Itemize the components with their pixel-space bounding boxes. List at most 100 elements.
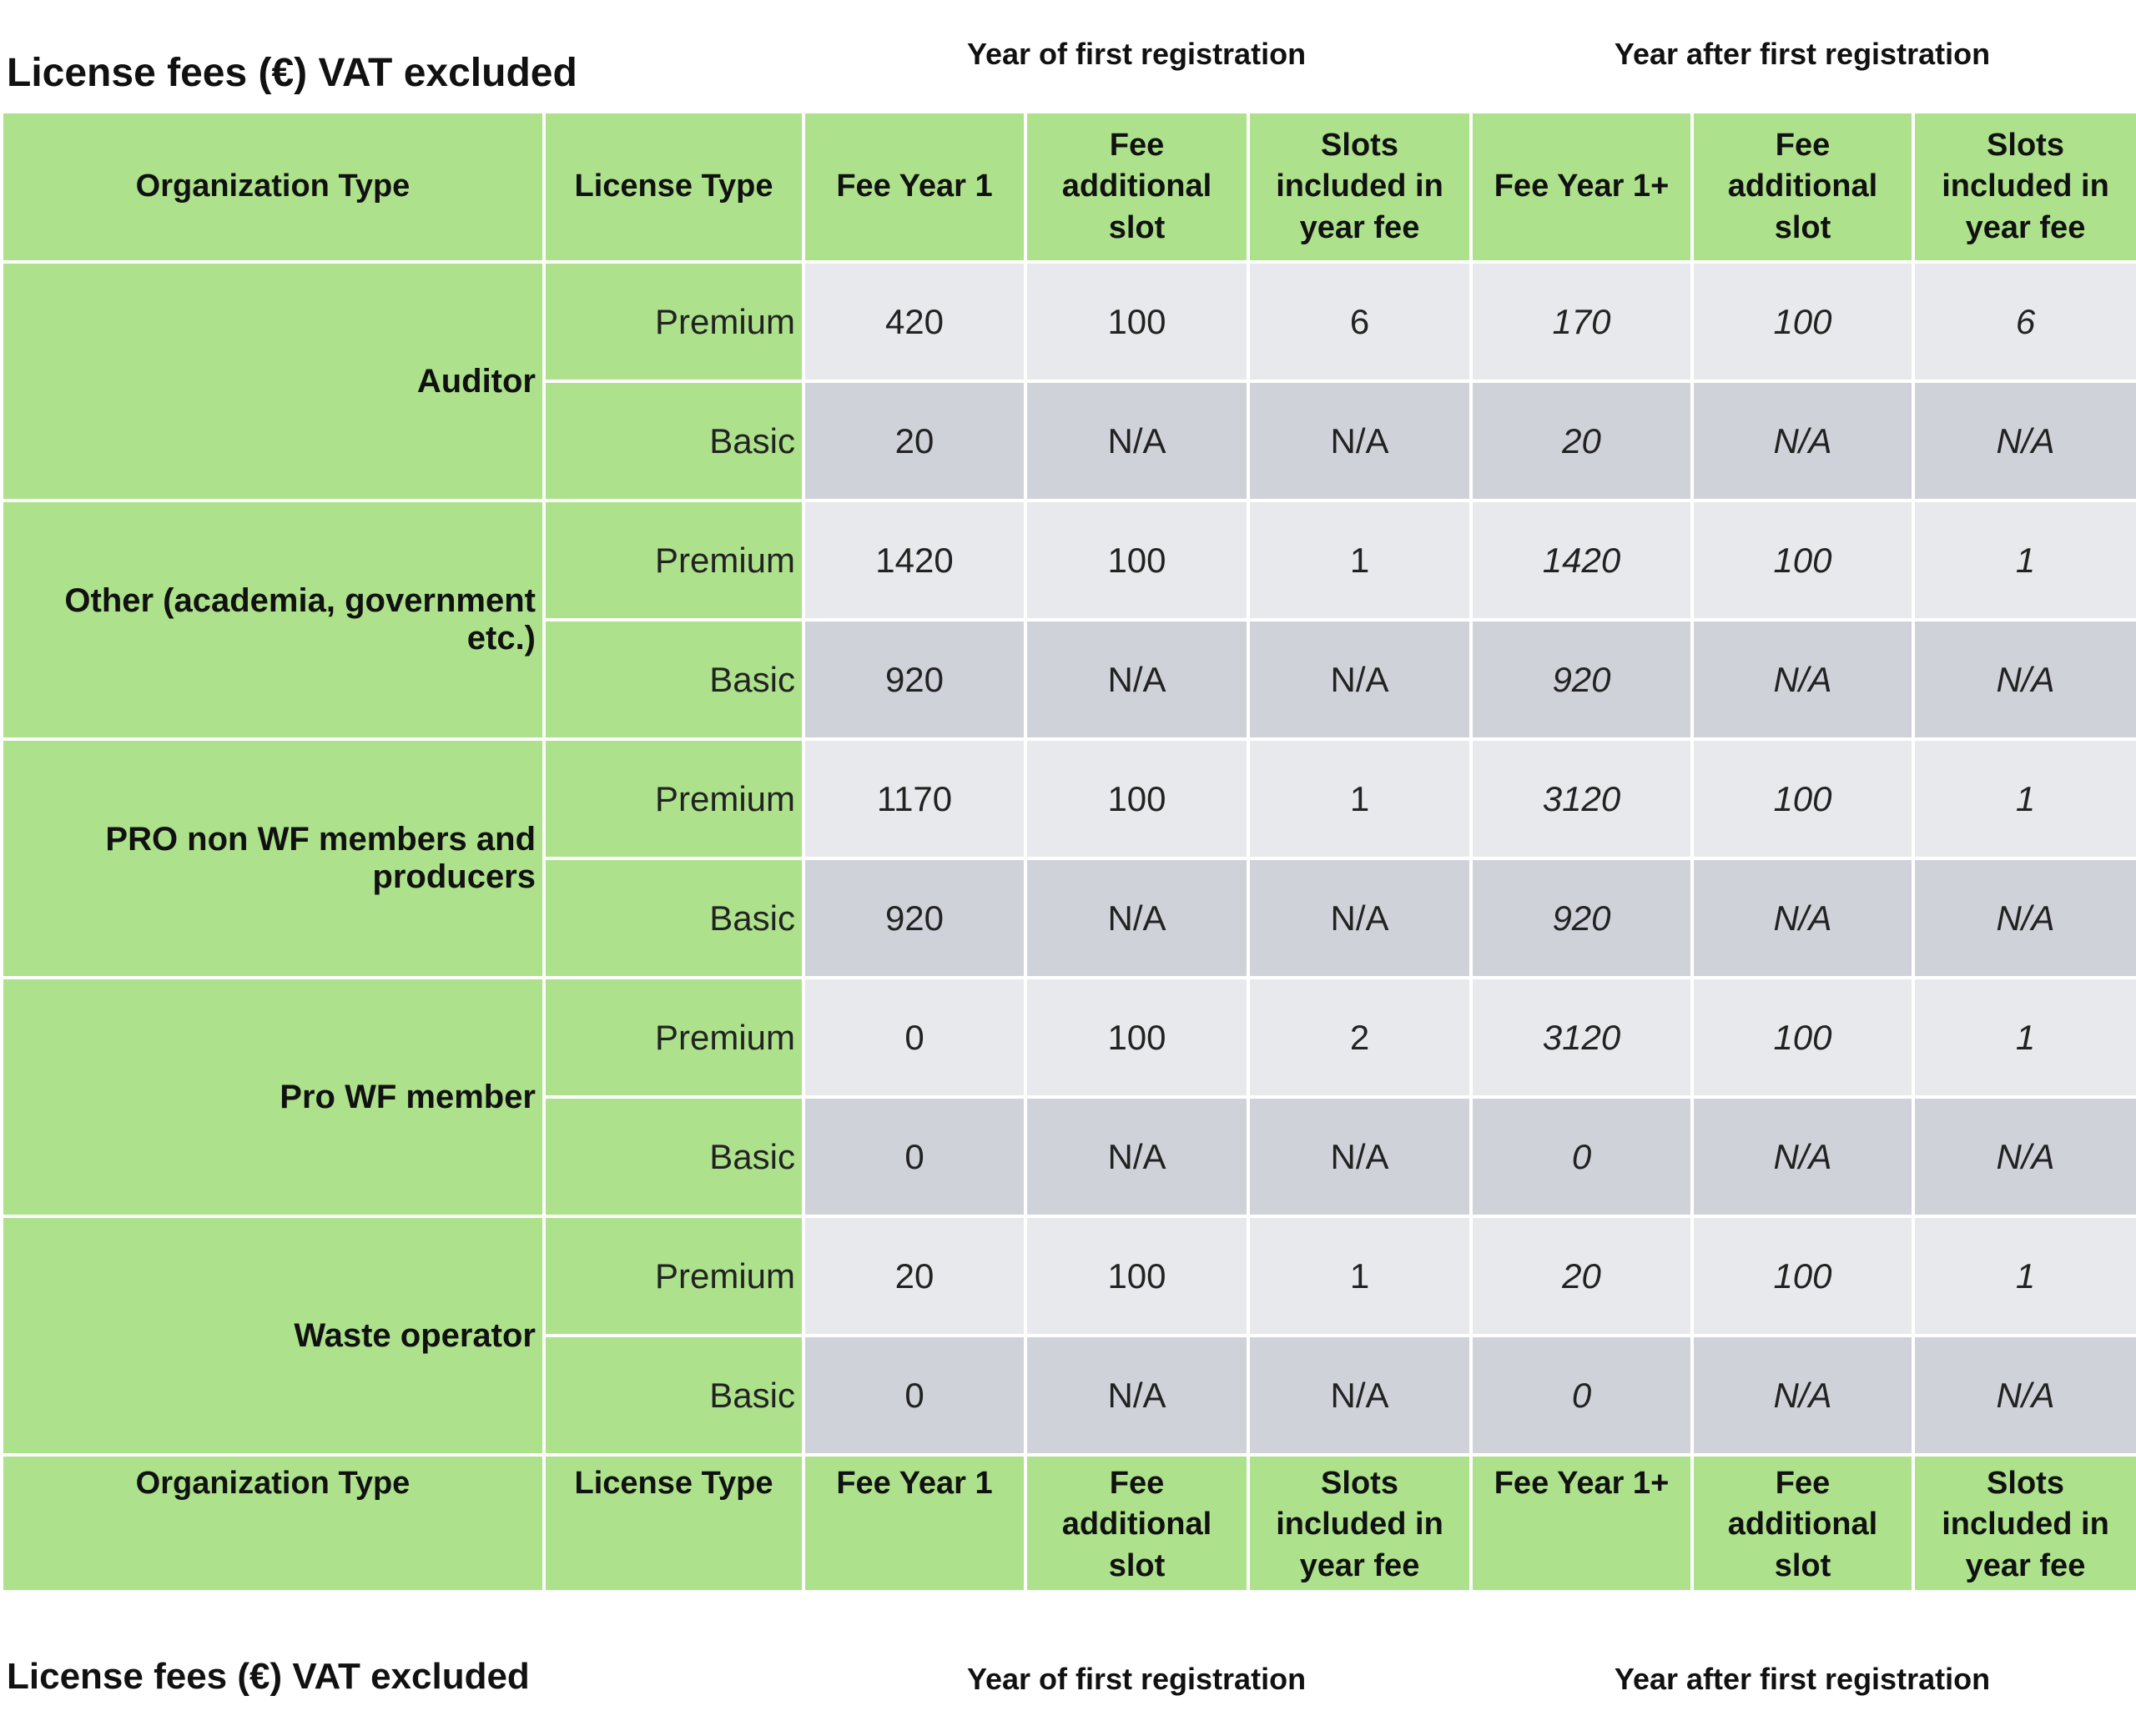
fee-cell: 0: [802, 976, 1027, 1099]
column-header: License Type: [542, 1453, 805, 1593]
fee-cell: 920: [802, 857, 1027, 979]
fee-cell: 100: [1690, 976, 1915, 1099]
license-type: Premium: [542, 976, 805, 1099]
fee-cell: 170: [1469, 260, 1694, 383]
organization-type: PRO non WF members and producers: [0, 737, 546, 979]
fee-cell: N/A: [1912, 1334, 2136, 1457]
fee-cell: N/A: [1024, 380, 1250, 502]
fee-cell: 920: [1469, 857, 1694, 979]
fee-cell: N/A: [1690, 1095, 1915, 1218]
data-row: Basic 920 N/A N/A 920 N/A N/A: [2, 857, 2136, 979]
column-header: Fee Year 1: [802, 1453, 1027, 1593]
fee-cell: N/A: [1912, 380, 2136, 502]
license-type: Premium: [542, 1215, 805, 1337]
fee-cell: 100: [1024, 737, 1250, 860]
data-row: Basic 920 N/A N/A 920 N/A N/A: [2, 618, 2136, 741]
organization-type: Waste operator: [0, 1215, 546, 1457]
column-header: Fee additional slot: [1024, 1453, 1250, 1593]
column-header: Fee Year 1: [802, 110, 1027, 264]
fee-cell: 100: [1024, 976, 1250, 1099]
fee-cell: N/A: [1024, 1334, 1250, 1457]
license-type: Premium: [542, 499, 805, 621]
fee-cell: 20: [1469, 1215, 1694, 1337]
fee-cell: 1420: [802, 499, 1027, 621]
column-header: Fee additional slot: [1690, 110, 1915, 264]
column-header: Fee Year 1+: [1469, 1453, 1694, 1593]
column-header: Slots included in year fee: [1912, 110, 2136, 264]
license-type: Premium: [542, 260, 805, 383]
license-type: Basic: [542, 1334, 805, 1457]
column-header: Slots included in year fee: [1247, 1453, 1473, 1593]
group-label: Year of first registration: [966, 37, 1307, 71]
data-row: Basic 0 N/A N/A 0 N/A N/A: [2, 1334, 2136, 1457]
fee-cell: N/A: [1247, 1095, 1473, 1218]
fee-cell: N/A: [1024, 857, 1250, 979]
organization-type: Other (academia, government etc.): [0, 499, 546, 741]
license-type: Basic: [542, 380, 805, 502]
data-row: Pro WF member Premium 0 100 2 3120 100 1: [0, 976, 2136, 1218]
fee-cell: 420: [802, 260, 1027, 383]
column-header: Fee additional slot: [1024, 110, 1250, 264]
data-row: Waste operator Premium 20 100 1 20 100 1: [0, 1215, 2136, 1457]
fee-cell: N/A: [1912, 618, 2136, 741]
fee-cell: N/A: [1247, 857, 1473, 979]
fee-cell: 100: [1690, 737, 1915, 860]
fee-cell: 6: [1247, 260, 1473, 383]
group-label: Year after first registration: [1614, 1662, 1991, 1696]
fee-cell: N/A: [1912, 1095, 2136, 1218]
fee-cell: 20: [802, 1215, 1027, 1337]
fee-cell: 0: [802, 1334, 1027, 1457]
license-type: Premium: [542, 737, 805, 860]
fee-cell: 3120: [1469, 976, 1694, 1099]
fee-cell: 920: [802, 618, 1027, 741]
column-header: Fee additional slot: [1690, 1453, 1915, 1593]
fee-cell: 0: [1469, 1334, 1694, 1457]
fee-cell: 100: [1024, 1215, 1250, 1337]
fee-cell: 100: [1690, 1215, 1915, 1337]
data-row: Basic 20 N/A N/A 20 N/A N/A: [2, 380, 2136, 502]
fee-cell: 1: [1247, 1215, 1473, 1337]
fee-cell: 1: [1912, 976, 2136, 1099]
data-row: Basic 0 N/A N/A 0 N/A N/A: [2, 1095, 2136, 1218]
title: License fees (€) VAT excluded: [7, 51, 577, 95]
fee-cell: 1: [1247, 737, 1473, 860]
data-row: PRO non WF members and producers Premium 1…: [0, 737, 2136, 979]
fee-cell: N/A: [1247, 1334, 1473, 1457]
fee-cell: N/A: [1024, 1095, 1250, 1218]
column-header: Fee Year 1+: [1469, 110, 1694, 264]
fee-cell: 100: [1024, 260, 1250, 383]
fee-cell: 3120: [1469, 737, 1694, 860]
fee-cell: 6: [1912, 260, 2136, 383]
fee-cell: 1170: [802, 737, 1027, 860]
fee-cell: N/A: [1024, 618, 1250, 741]
fee-cell: N/A: [1247, 618, 1473, 741]
fee-cell: 1: [1247, 499, 1473, 621]
fee-cell: 0: [802, 1095, 1027, 1218]
fee-cell: N/A: [1690, 380, 1915, 502]
fee-cell: 0: [1469, 1095, 1694, 1218]
column-header: Slots included in year fee: [1247, 110, 1473, 264]
data-row: Auditor Premium 420 100 6 170 100 6: [0, 260, 2136, 502]
column-header: Organization Type: [0, 1453, 546, 1593]
organization-type: Pro WF member: [0, 976, 546, 1218]
fee-cell: 1: [1912, 499, 2136, 621]
fee-cell: 1: [1912, 737, 2136, 860]
fee-cell: 2: [1247, 976, 1473, 1099]
title: License fees (€) VAT excluded: [7, 1656, 530, 1697]
fee-cell: N/A: [1690, 1334, 1915, 1457]
fee-cell: 920: [1469, 618, 1694, 741]
data-row: Other (academia, government etc.) Premium…: [0, 499, 2136, 741]
organization-type: Auditor: [0, 260, 546, 502]
fee-cell: 20: [1469, 380, 1694, 502]
fee-cell: 100: [1024, 499, 1250, 621]
fee-cell: 100: [1690, 260, 1915, 383]
column-header: License Type: [542, 110, 805, 264]
fee-cell: 1: [1912, 1215, 2136, 1337]
license-type: Basic: [542, 618, 805, 741]
group-label: Year of first registration: [966, 1662, 1307, 1696]
column-header: Organization Type: [0, 110, 546, 264]
